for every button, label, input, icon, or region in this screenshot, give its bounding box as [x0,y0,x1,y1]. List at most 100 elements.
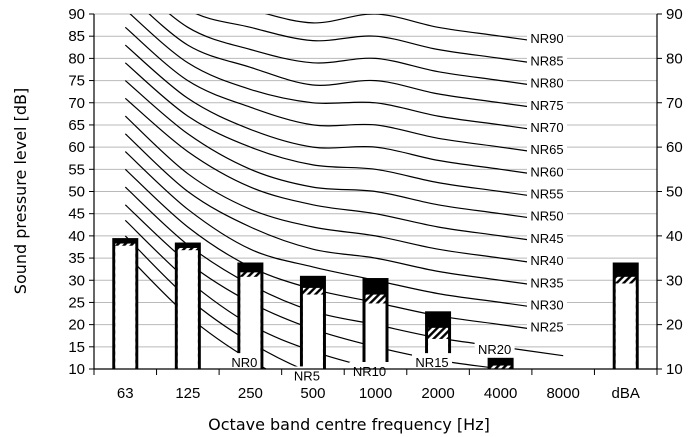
y-tick-label: 65 [68,117,85,134]
y-tick-label: 25 [68,294,85,311]
nr-curve-nr75 [148,14,564,113]
x-tick-label-dBA: dBA [612,385,640,402]
nr-label: NR20 [478,342,511,357]
x-tick-label-250: 250 [238,385,263,402]
nr-label-box [349,362,390,380]
nr-label: NR45 [530,231,563,246]
nr-label: NR35 [530,275,563,290]
y2-tick-label: 30 [666,272,683,289]
nr-label-box [527,95,567,114]
bar-white-dBA [615,283,636,369]
nr-label-box [527,117,567,136]
nr-label-box [290,366,323,385]
nr-curve-nr70 [129,14,564,135]
x-tick-label-63: 63 [117,385,134,402]
nr-label-box [527,251,567,270]
nr-label: NR75 [530,98,563,113]
nr-label: NR90 [530,31,563,46]
y2-tick-label: 60 [666,139,683,156]
y-tick-label: 90 [68,6,85,23]
nr-curve-nr55 [124,62,564,201]
y-tick-label: 30 [68,272,85,289]
nr-label: NR30 [530,297,563,312]
bar-white-125 [177,250,198,369]
nr-label: NR85 [530,53,563,68]
y2-tick-label: 50 [666,184,683,201]
y-tick-label: 45 [68,206,85,223]
bar-white-1000 [365,303,386,369]
bar-white-250 [240,276,261,369]
y2-tick-label: 20 [666,317,683,334]
nr-label-box [412,353,453,372]
nr-curve-nr90 [264,14,564,46]
nr-curve-nr65 [124,26,564,157]
nr-curve-nr25 [124,168,564,335]
nr-curve-nr35 [124,133,564,290]
nr-label: NR5 [294,368,320,383]
nr-label-box [527,51,567,70]
x-tick-label-2000: 2000 [421,385,454,402]
nr-label: NR25 [530,320,563,335]
nr-label-box [527,273,567,292]
nr-label: NR0 [231,355,257,370]
nr-label: NR15 [415,355,448,370]
y-tick-label: 10 [68,361,85,378]
nr-label-box [527,140,567,159]
y2-tick-label: 40 [666,228,683,245]
nr-curve-nr45 [124,97,564,246]
nr-curve-nr80 [168,14,564,90]
nr-label: NR10 [353,364,386,379]
y2-tick-label: 10 [666,361,683,378]
nr-label: NR50 [530,209,563,224]
nr-label: NR40 [530,253,563,268]
bar-hatched-4000 [490,365,511,369]
axes: 10 15 20 25 30 35 40 45 50 55 60 65 70 75 80 85 90 10 20 30… [68,6,682,402]
y2-tick-label: 80 [666,50,683,67]
nr-label: NR55 [530,187,563,202]
nr-label: NR65 [530,142,563,157]
nr-label-box [228,353,261,372]
bars [112,238,639,369]
nr-curve-nr30 [124,151,564,312]
y-tick-label: 50 [68,184,85,201]
y-tick-label: 15 [68,339,85,356]
nr-label-box [474,339,515,358]
bar-white-500 [302,294,323,369]
nr-label-box [527,206,567,225]
y-tick-label: 40 [68,228,85,245]
nr-label: NR60 [530,164,563,179]
y-tick-label: 60 [68,139,85,156]
nr-label-box [527,29,567,48]
x-tick-label-1000: 1000 [359,385,392,402]
y-tick-label: 70 [68,95,85,112]
y-tick-label: 20 [68,317,85,334]
y-tick-label: 85 [68,28,85,45]
nr-curve-nr85 [195,14,564,68]
nr-label-box [527,162,567,181]
y2-tick-label: 70 [666,95,683,112]
nr-label-box [527,73,567,92]
x-axis-title: Octave band centre frequency [Hz] [208,415,490,434]
nr-curve-nr60 [124,44,564,179]
y2-tick-label: 90 [666,6,683,23]
nr-curve-labels: NR0 NR5 NR10 NR15 NR20 NR25 NR30 NR35 NR40 NR45 NR… [228,29,567,385]
y-axis-title: Sound pressure level [dB] [11,88,30,294]
x-tick-label-500: 500 [300,385,325,402]
nr-label-box [527,317,567,336]
y-tick-label: 35 [68,250,85,267]
nr-curve-nr50 [124,80,564,224]
nr-label-box [527,295,567,314]
nr-label-box [527,184,567,203]
y-tick-label: 55 [68,161,85,178]
bar-white-63 [115,245,136,369]
y-tick-label: 75 [68,73,85,90]
x-tick-label-8000: 8000 [546,385,579,402]
x-tick-label-4000: 4000 [484,385,517,402]
x-tick-label-125: 125 [175,385,200,402]
nr-label: NR80 [530,76,563,91]
nr-label: NR70 [530,120,563,135]
y-tick-label: 80 [68,50,85,67]
nr-label-box [527,228,567,247]
nr-curve-nr40 [124,115,564,268]
